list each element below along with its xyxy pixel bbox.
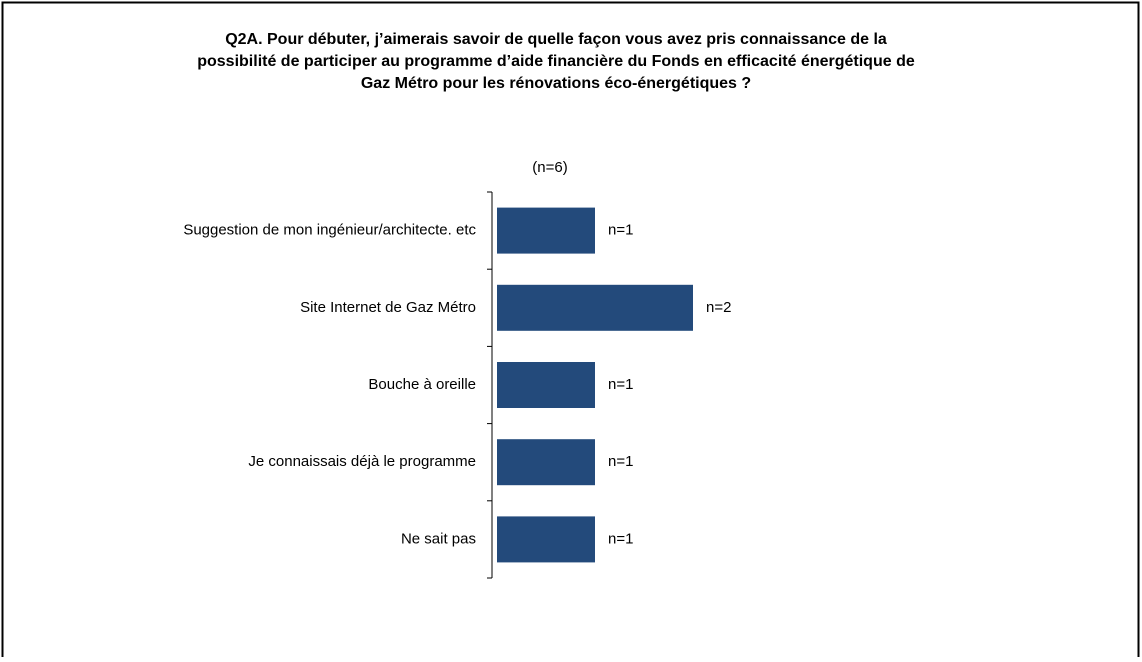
- data-label: n=2: [706, 299, 731, 316]
- category-label: Je connaissais déjà le programme: [248, 453, 476, 470]
- chart-title: Q2A. Pour débuter, j’aimerais savoir de …: [225, 31, 887, 48]
- data-label: n=1: [608, 453, 633, 470]
- chart-subtitle: (n=6): [532, 159, 567, 176]
- category-label: Bouche à oreille: [368, 376, 476, 393]
- chart-title: Gaz Métro pour les rénovations éco-énerg…: [361, 75, 751, 92]
- category-label: Ne sait pas: [401, 530, 476, 547]
- bar: [497, 439, 595, 486]
- bar: [497, 207, 595, 254]
- chart-title: possibilité de participer au programme d…: [197, 53, 915, 70]
- category-label: Site Internet de Gaz Métro: [300, 299, 476, 316]
- bar: [497, 284, 693, 331]
- data-label: n=1: [608, 376, 633, 393]
- data-label: n=1: [608, 530, 633, 547]
- category-label: Suggestion de mon ingénieur/architecte. …: [183, 222, 476, 239]
- bar: [497, 362, 595, 408]
- bar: [497, 516, 595, 563]
- data-label: n=1: [608, 222, 633, 239]
